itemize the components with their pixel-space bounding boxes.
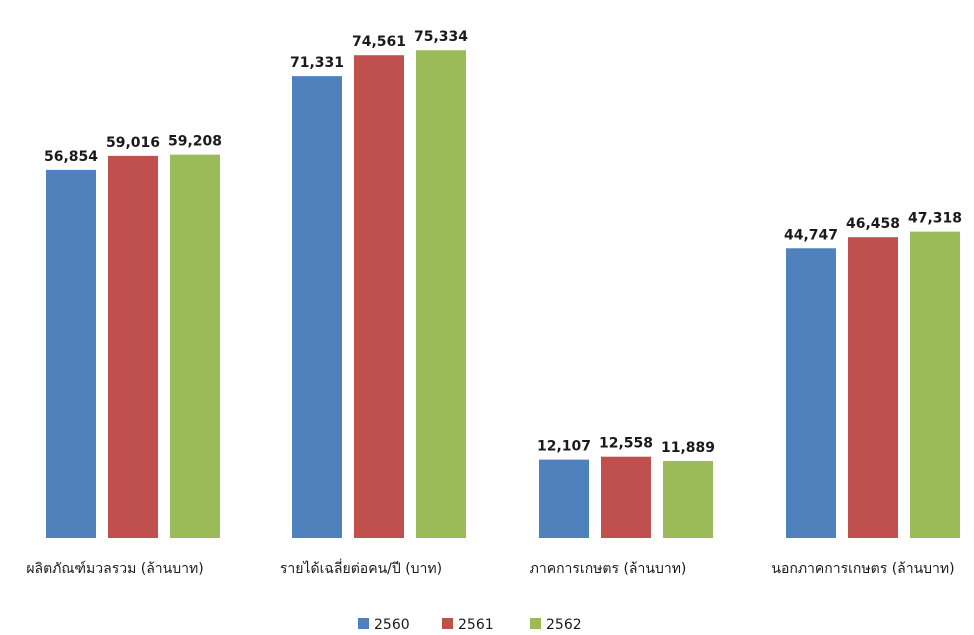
- legend-swatch-2561: [442, 618, 453, 629]
- bar-2560-1: [46, 169, 96, 538]
- bar-2562-1: [170, 154, 220, 538]
- bar-2560-2: [292, 76, 342, 538]
- bars-layer: [46, 50, 960, 539]
- bar-2560-3: [539, 459, 589, 538]
- data-label-2560-3: 12,107: [537, 439, 591, 455]
- bar-2560-4: [786, 248, 836, 538]
- category-label-3: ภาคการเกษตร (ล้านบาท): [530, 561, 687, 577]
- data-label-2562-4: 47,318: [908, 211, 962, 227]
- legend-label-2561: 2561: [458, 617, 494, 633]
- data-label-2562-2: 75,334: [414, 29, 468, 45]
- legend-label-2560: 2560: [374, 617, 410, 633]
- bar-2562-4: [910, 231, 960, 538]
- bar-2562-3: [663, 461, 713, 538]
- category-labels-layer: ผลิตภัณฑ์มวลรวม (ล้านบาท) รายได้เฉลี่ยต่อ…: [26, 559, 954, 577]
- legend: 2560 2561 2562: [358, 617, 582, 633]
- data-label-2561-4: 46,458: [846, 216, 900, 232]
- data-label-2561-3: 12,558: [599, 436, 653, 452]
- data-label-2560-1: 56,854: [44, 149, 98, 165]
- data-labels-layer: 56,854 59,016 59,208 71,331 74,561 75,334 12,1…: [44, 29, 962, 456]
- category-label-2: รายได้เฉลี่ยต่อคน/ปี (บาท): [280, 559, 442, 577]
- data-label-2561-2: 74,561: [352, 34, 406, 50]
- category-label-1: ผลิตภัณฑ์มวลรวม (ล้านบาท): [26, 560, 203, 577]
- data-label-2561-1: 59,016: [106, 135, 160, 151]
- bar-2561-4: [848, 237, 898, 538]
- legend-swatch-2560: [358, 618, 369, 629]
- legend-label-2562: 2562: [546, 617, 582, 633]
- category-label-4: นอกภาคการเกษตร (ล้านบาท): [771, 561, 954, 577]
- data-label-2560-4: 44,747: [784, 227, 838, 243]
- data-label-2562-3: 11,889: [661, 440, 715, 456]
- bar-2561-1: [108, 155, 158, 538]
- bar-2562-2: [416, 50, 466, 539]
- legend-swatch-2562: [530, 618, 541, 629]
- data-label-2560-2: 71,331: [290, 55, 344, 71]
- bar-2561-2: [354, 55, 404, 538]
- bar-2561-3: [601, 456, 651, 538]
- data-label-2562-1: 59,208: [168, 134, 222, 150]
